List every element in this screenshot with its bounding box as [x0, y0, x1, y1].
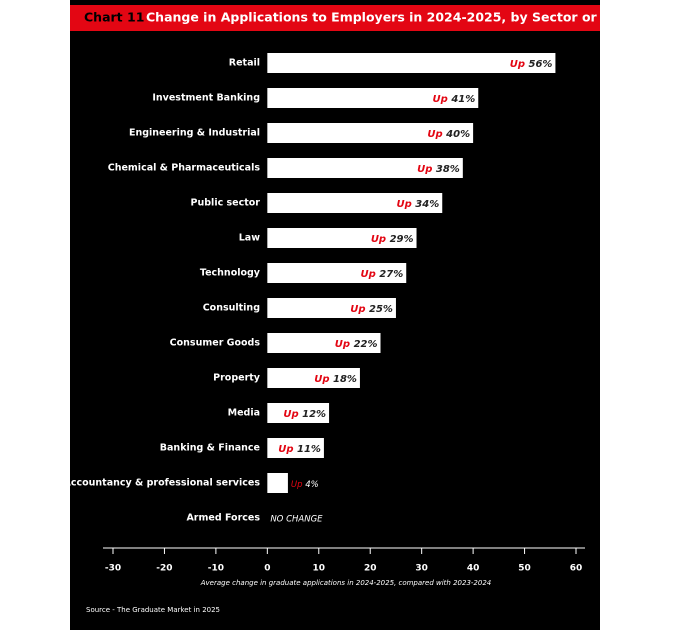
y-tick-label: Chemical & Pharmaceuticals: [108, 163, 261, 174]
bar: [267, 263, 407, 283]
y-tick-label: Public sector: [191, 198, 261, 209]
bar: [267, 88, 479, 108]
title-bar: [70, 5, 600, 31]
bar: [267, 333, 381, 353]
value-label: Up 27%: [361, 269, 404, 280]
x-tick-label: 20: [364, 564, 377, 574]
value-label: Up 38%: [417, 164, 460, 175]
bar: [267, 298, 396, 318]
value-label: Up 29%: [371, 234, 414, 245]
y-tick-label: Consumer Goods: [170, 338, 261, 349]
bar: [267, 403, 330, 423]
value-label: Up 4%: [291, 480, 319, 490]
bar: [267, 473, 288, 493]
x-tick-label: 30: [415, 564, 428, 574]
value-label: Up 11%: [278, 444, 321, 455]
x-tick-label: 10: [313, 564, 326, 574]
bar: [267, 53, 556, 73]
y-tick-label: Law: [239, 233, 260, 244]
bar: [267, 193, 443, 213]
y-tick-label: Technology: [200, 268, 261, 279]
y-tick-label: Investment Banking: [152, 93, 260, 104]
bar: [267, 438, 324, 458]
bar: [267, 228, 417, 248]
value-label: Up 25%: [350, 304, 393, 315]
value-label: Up 40%: [427, 129, 470, 140]
chart-label: Chart 11: [84, 10, 144, 25]
x-tick-label: -10: [208, 564, 224, 574]
y-tick-label: Accountancy & professional services: [64, 478, 261, 489]
y-tick-label: Consulting: [203, 303, 260, 314]
x-tick-label: -30: [105, 564, 121, 574]
value-label: Up 34%: [397, 199, 440, 210]
y-tick-label: Media: [228, 408, 260, 419]
value-label: Up 18%: [314, 374, 357, 385]
y-tick-label: Retail: [229, 58, 260, 69]
x-axis-label: Average change in graduate applications …: [200, 579, 492, 587]
bar: [267, 368, 360, 388]
value-label: Up 41%: [433, 94, 476, 105]
x-tick-label: -20: [156, 564, 172, 574]
bar: [267, 123, 474, 143]
y-tick-label: Property: [213, 373, 261, 384]
source: Source - The Graduate Market in 2025: [86, 606, 220, 614]
value-label: Up 22%: [335, 339, 378, 350]
x-tick-label: 0: [264, 564, 270, 574]
y-tick-label: Armed Forces: [186, 513, 260, 524]
x-tick-label: 50: [518, 564, 531, 574]
x-tick-label: 60: [570, 564, 583, 574]
value-label: Up 12%: [283, 409, 326, 420]
y-tick-label: Banking & Finance: [160, 443, 260, 454]
value-label: NO CHANGE: [270, 515, 323, 525]
y-tick-label: Engineering & Industrial: [129, 128, 260, 139]
x-tick-label: 40: [467, 564, 480, 574]
value-label: Up 56%: [510, 59, 553, 70]
chart-title: Change in Applications to Employers in 2…: [146, 10, 660, 25]
bar: [267, 158, 463, 178]
